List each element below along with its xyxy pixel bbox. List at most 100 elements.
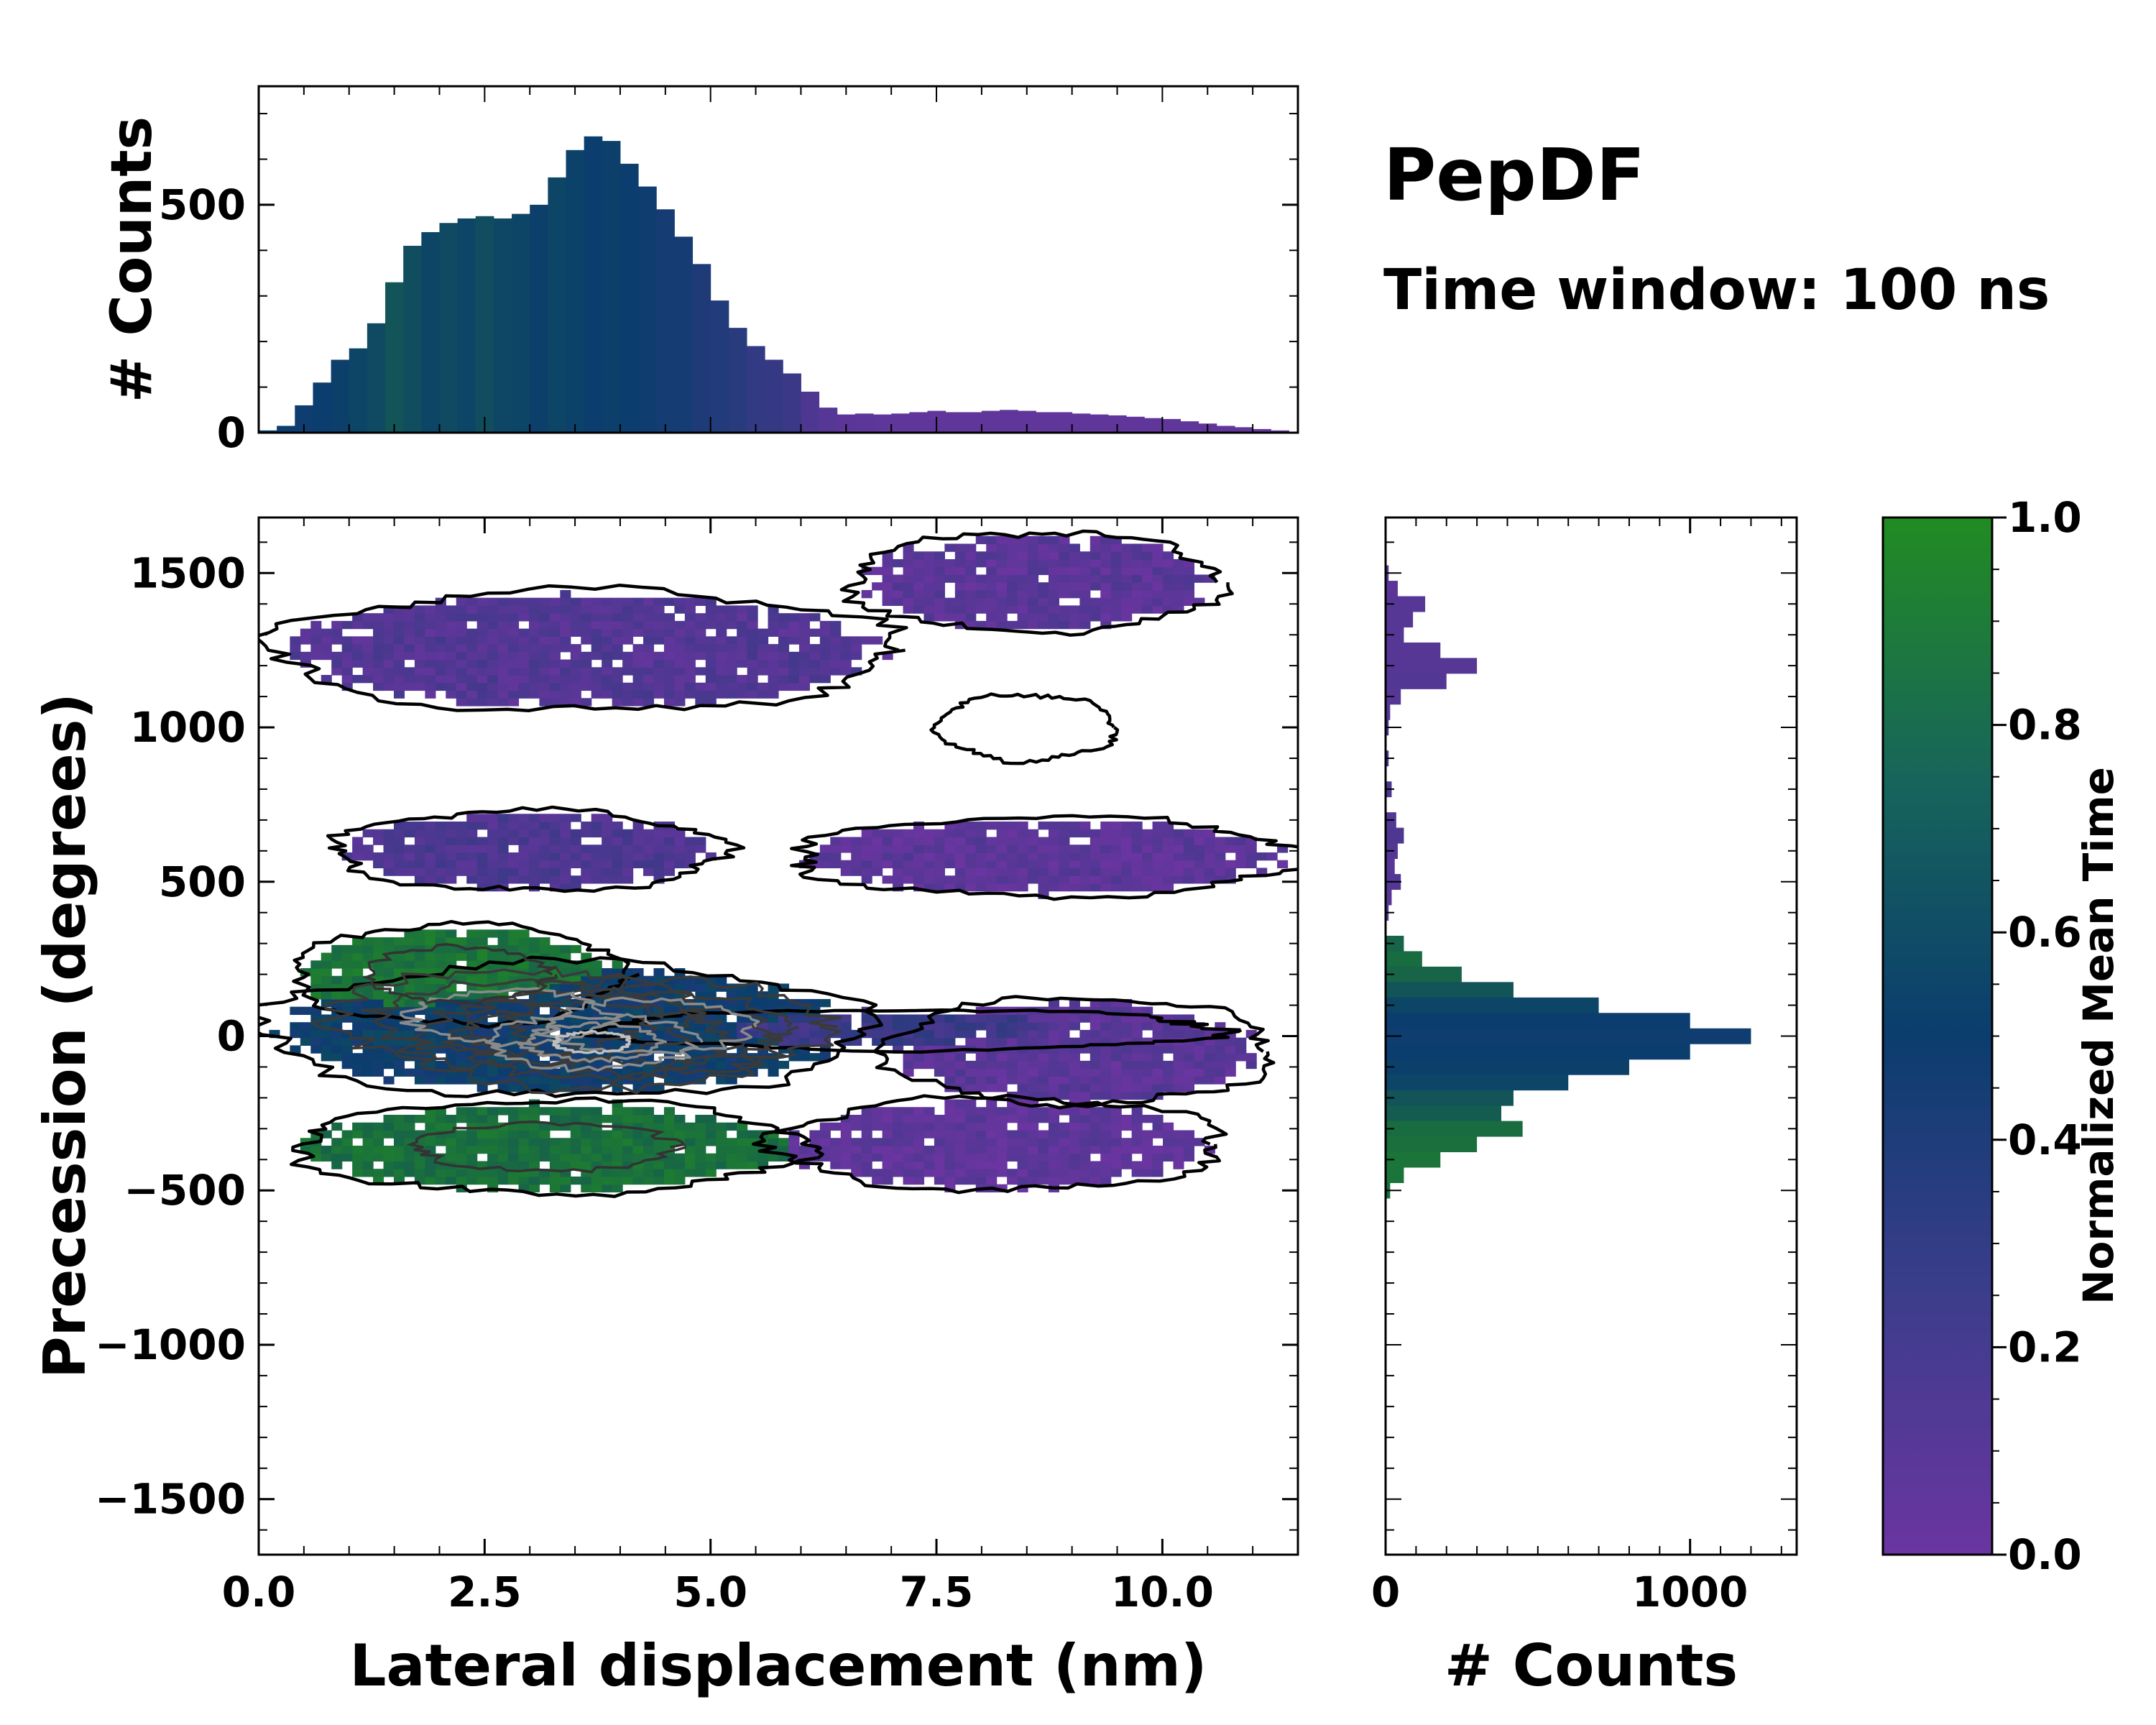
- heatmap-cell: [581, 651, 592, 661]
- heatmap-cell: [591, 644, 602, 653]
- heatmap-cell: [1204, 837, 1215, 845]
- heatmap-cell: [913, 1169, 925, 1177]
- right-histogram-bar: [1386, 642, 1441, 658]
- heatmap-cell: [788, 613, 800, 622]
- heatmap-cell: [1235, 852, 1247, 861]
- heatmap-cell: [539, 1076, 550, 1085]
- heatmap-cell: [1163, 574, 1174, 583]
- heatmap-cell: [518, 1084, 530, 1092]
- heatmap-cell: [1225, 1045, 1236, 1054]
- heatmap-cell: [435, 1138, 446, 1146]
- heatmap-cell: [986, 1153, 998, 1162]
- heatmap-cell: [341, 983, 353, 992]
- heatmap-cell: [663, 1045, 675, 1054]
- heatmap-cell: [1059, 875, 1070, 884]
- heatmap-cell: [393, 852, 405, 861]
- heatmap-cell: [643, 845, 655, 853]
- heatmap-cell: [1069, 829, 1080, 838]
- heatmap-cell: [1110, 1161, 1122, 1169]
- heatmap-cell: [1204, 875, 1215, 884]
- main-ytick-label: −1500: [95, 1475, 246, 1524]
- heatmap-cell: [1048, 597, 1060, 606]
- heatmap-cell: [632, 822, 644, 830]
- heatmap-cell: [913, 1014, 925, 1023]
- heatmap-cell: [954, 1068, 966, 1077]
- heatmap-cell: [508, 675, 520, 684]
- heatmap-cell: [1017, 558, 1028, 568]
- heatmap-cell: [1152, 551, 1164, 560]
- heatmap-cell: [404, 620, 415, 630]
- heatmap-cell: [612, 1037, 623, 1046]
- heatmap-cell: [996, 845, 1008, 853]
- heatmap-cell: [1079, 613, 1091, 622]
- heatmap-cell: [487, 1107, 499, 1116]
- heatmap-cell: [612, 1169, 623, 1177]
- heatmap-cell: [591, 1130, 602, 1138]
- heatmap-cell: [975, 837, 987, 845]
- heatmap-cell: [1204, 1045, 1215, 1054]
- heatmap-cell: [1110, 1122, 1122, 1131]
- top-histogram-bar: [854, 413, 874, 433]
- heatmap-cell: [414, 675, 425, 684]
- heatmap-cell: [1121, 868, 1133, 876]
- heatmap-cell: [446, 868, 457, 876]
- heatmap-cell: [1121, 998, 1133, 1008]
- heatmap-cell: [663, 837, 675, 845]
- heatmap-cell: [747, 1161, 758, 1169]
- heatmap-cell: [1059, 1145, 1070, 1154]
- heatmap-cell: [602, 837, 613, 845]
- heatmap-cell: [819, 1029, 831, 1039]
- heatmap-cell: [695, 1130, 706, 1138]
- heatmap-cell: [1038, 1130, 1049, 1138]
- heatmap-cell: [1038, 1037, 1049, 1046]
- heatmap-cell: [882, 1122, 893, 1131]
- heatmap-cell: [726, 1161, 737, 1169]
- heatmap-cell: [414, 636, 425, 645]
- heatmap-cell: [487, 605, 499, 614]
- heatmap-cell: [1038, 1145, 1049, 1154]
- heatmap-cell: [1245, 1029, 1257, 1039]
- heatmap-cell: [518, 837, 530, 845]
- heatmap-cell: [310, 628, 322, 637]
- heatmap-cell: [383, 659, 395, 668]
- heatmap-cell: [1028, 1014, 1039, 1023]
- heatmap-cell: [622, 698, 634, 707]
- heatmap-cell: [705, 998, 717, 1008]
- heatmap-cell: [954, 1145, 966, 1154]
- heatmap-cell: [684, 675, 696, 684]
- heatmap-cell: [528, 822, 540, 830]
- heatmap-cell: [643, 860, 655, 869]
- heatmap-cell: [778, 667, 790, 676]
- heatmap-cell: [684, 845, 696, 853]
- heatmap-cell: [383, 868, 395, 876]
- heatmap-cell: [1142, 875, 1153, 884]
- heatmap-cell: [456, 837, 467, 845]
- heatmap-cell: [944, 1161, 956, 1169]
- heatmap-cell: [809, 613, 821, 622]
- heatmap-cell: [456, 1153, 467, 1162]
- heatmap-cell: [1121, 582, 1133, 591]
- heatmap-cell: [539, 597, 550, 606]
- heatmap-cell: [549, 860, 561, 869]
- heatmap-cell: [383, 937, 395, 946]
- heatmap-cell: [446, 1060, 457, 1070]
- heatmap-cell: [1038, 558, 1049, 568]
- heatmap-cell: [622, 875, 634, 884]
- heatmap-cell: [383, 1053, 395, 1062]
- heatmap-cell: [996, 605, 1008, 614]
- heatmap-cell: [602, 860, 613, 869]
- heatmap-cell: [944, 1060, 956, 1070]
- heatmap-cell: [446, 675, 457, 684]
- heatmap-cell: [923, 1169, 935, 1177]
- heatmap-cell: [612, 667, 623, 676]
- heatmap-cell: [872, 1122, 883, 1131]
- heatmap-cell: [476, 1161, 488, 1169]
- heatmap-cell: [393, 605, 405, 614]
- heatmap-cell: [1069, 1176, 1080, 1185]
- heatmap-cell: [653, 1161, 665, 1169]
- heatmap-cell: [1110, 1045, 1122, 1054]
- heatmap-cell: [321, 675, 332, 684]
- heatmap-cell: [404, 1029, 415, 1039]
- heatmap-cell: [560, 1076, 571, 1085]
- heatmap-cell: [518, 1169, 530, 1177]
